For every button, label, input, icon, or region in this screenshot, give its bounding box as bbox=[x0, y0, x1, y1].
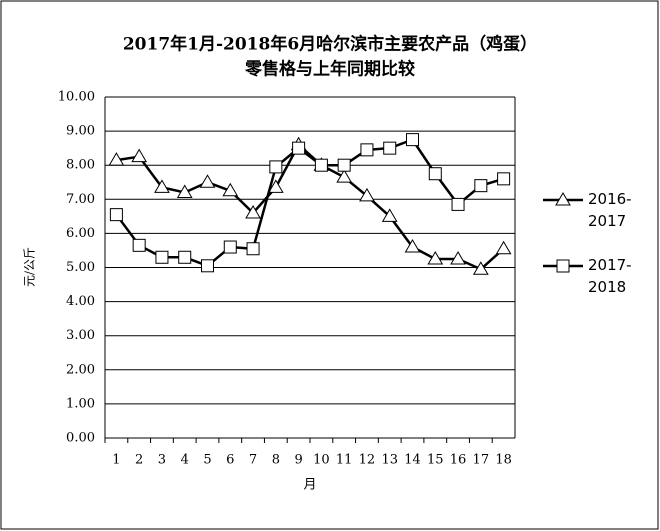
marker bbox=[201, 259, 214, 273]
x-tick-label: 12 bbox=[359, 453, 376, 468]
series-line bbox=[115, 138, 504, 268]
marker bbox=[155, 250, 169, 264]
x-tick-label: 10 bbox=[313, 453, 330, 468]
y-tick-label: 0.00 bbox=[66, 431, 95, 446]
x-tick-label: 8 bbox=[272, 453, 280, 468]
marker bbox=[245, 204, 261, 219]
marker bbox=[132, 238, 146, 252]
marker bbox=[108, 152, 125, 166]
marker bbox=[267, 179, 284, 193]
x-tick-label: 15 bbox=[427, 453, 444, 468]
x-tick-label: 7 bbox=[249, 453, 257, 468]
chart-title: 2017年1月-2018年6月哈尔滨市主要农产品（鸡蛋） bbox=[123, 34, 537, 55]
x-tick-label: 11 bbox=[336, 453, 353, 468]
marker bbox=[222, 182, 239, 197]
x-tick-label: 14 bbox=[404, 453, 421, 468]
y-tick-label: 2.00 bbox=[66, 362, 95, 377]
marker bbox=[497, 172, 511, 186]
marker bbox=[131, 148, 148, 163]
marker bbox=[223, 240, 237, 254]
y-tick-label: 8.00 bbox=[66, 158, 95, 173]
x-tick-label: 1 bbox=[112, 453, 120, 468]
marker bbox=[359, 187, 375, 202]
marker bbox=[199, 174, 216, 188]
marker bbox=[428, 167, 442, 181]
x-tick-label: 18 bbox=[495, 453, 512, 468]
marker bbox=[336, 169, 353, 183]
x-tick-label: 5 bbox=[203, 453, 211, 468]
x-tick-label: 13 bbox=[381, 453, 398, 468]
x-tick-label: 17 bbox=[473, 453, 490, 468]
marker bbox=[269, 160, 283, 174]
marker bbox=[474, 179, 488, 193]
marker bbox=[381, 208, 398, 222]
marker bbox=[383, 141, 397, 155]
marker bbox=[246, 242, 260, 256]
marker bbox=[292, 141, 306, 155]
legend-marker bbox=[556, 259, 570, 273]
marker bbox=[495, 240, 512, 255]
marker bbox=[178, 250, 192, 264]
chart-title: 零售格与上年同期比较 bbox=[244, 59, 415, 80]
y-tick-label: 4.00 bbox=[66, 294, 95, 309]
marker bbox=[109, 208, 123, 222]
x-tick-label: 6 bbox=[226, 453, 234, 468]
y-tick-label: 7.00 bbox=[66, 192, 95, 207]
marker bbox=[404, 239, 421, 253]
y-tick-label: 9.00 bbox=[66, 124, 95, 139]
legend-label: 2017-2018 bbox=[588, 256, 632, 296]
marker bbox=[337, 158, 351, 172]
marker bbox=[314, 158, 328, 172]
marker bbox=[176, 184, 193, 198]
y-tick-label: 5.00 bbox=[66, 260, 95, 275]
legend-marker bbox=[555, 192, 571, 206]
marker bbox=[360, 143, 374, 157]
marker bbox=[427, 250, 444, 265]
y-tick-label: 10.00 bbox=[58, 90, 95, 105]
x-tick-label: 16 bbox=[450, 453, 467, 468]
marker bbox=[450, 250, 466, 265]
y-tick-label: 3.00 bbox=[66, 328, 95, 343]
series-line bbox=[116, 142, 505, 271]
x-tick-label: 9 bbox=[294, 453, 302, 468]
marker bbox=[406, 133, 419, 147]
x-tick-label: 3 bbox=[158, 453, 166, 468]
x-tick-label: 2 bbox=[135, 453, 143, 468]
marker bbox=[154, 179, 170, 193]
y-tick-label: 1.00 bbox=[66, 396, 95, 411]
x-tick-label: 4 bbox=[181, 453, 189, 468]
marker bbox=[472, 261, 489, 275]
marker bbox=[451, 197, 465, 211]
y-axis-label: 元/公斤 bbox=[23, 247, 37, 287]
legend-label: 2016-2017 bbox=[588, 190, 632, 230]
x-axis-label: 月 bbox=[303, 478, 316, 493]
y-tick-label: 6.00 bbox=[66, 226, 95, 241]
